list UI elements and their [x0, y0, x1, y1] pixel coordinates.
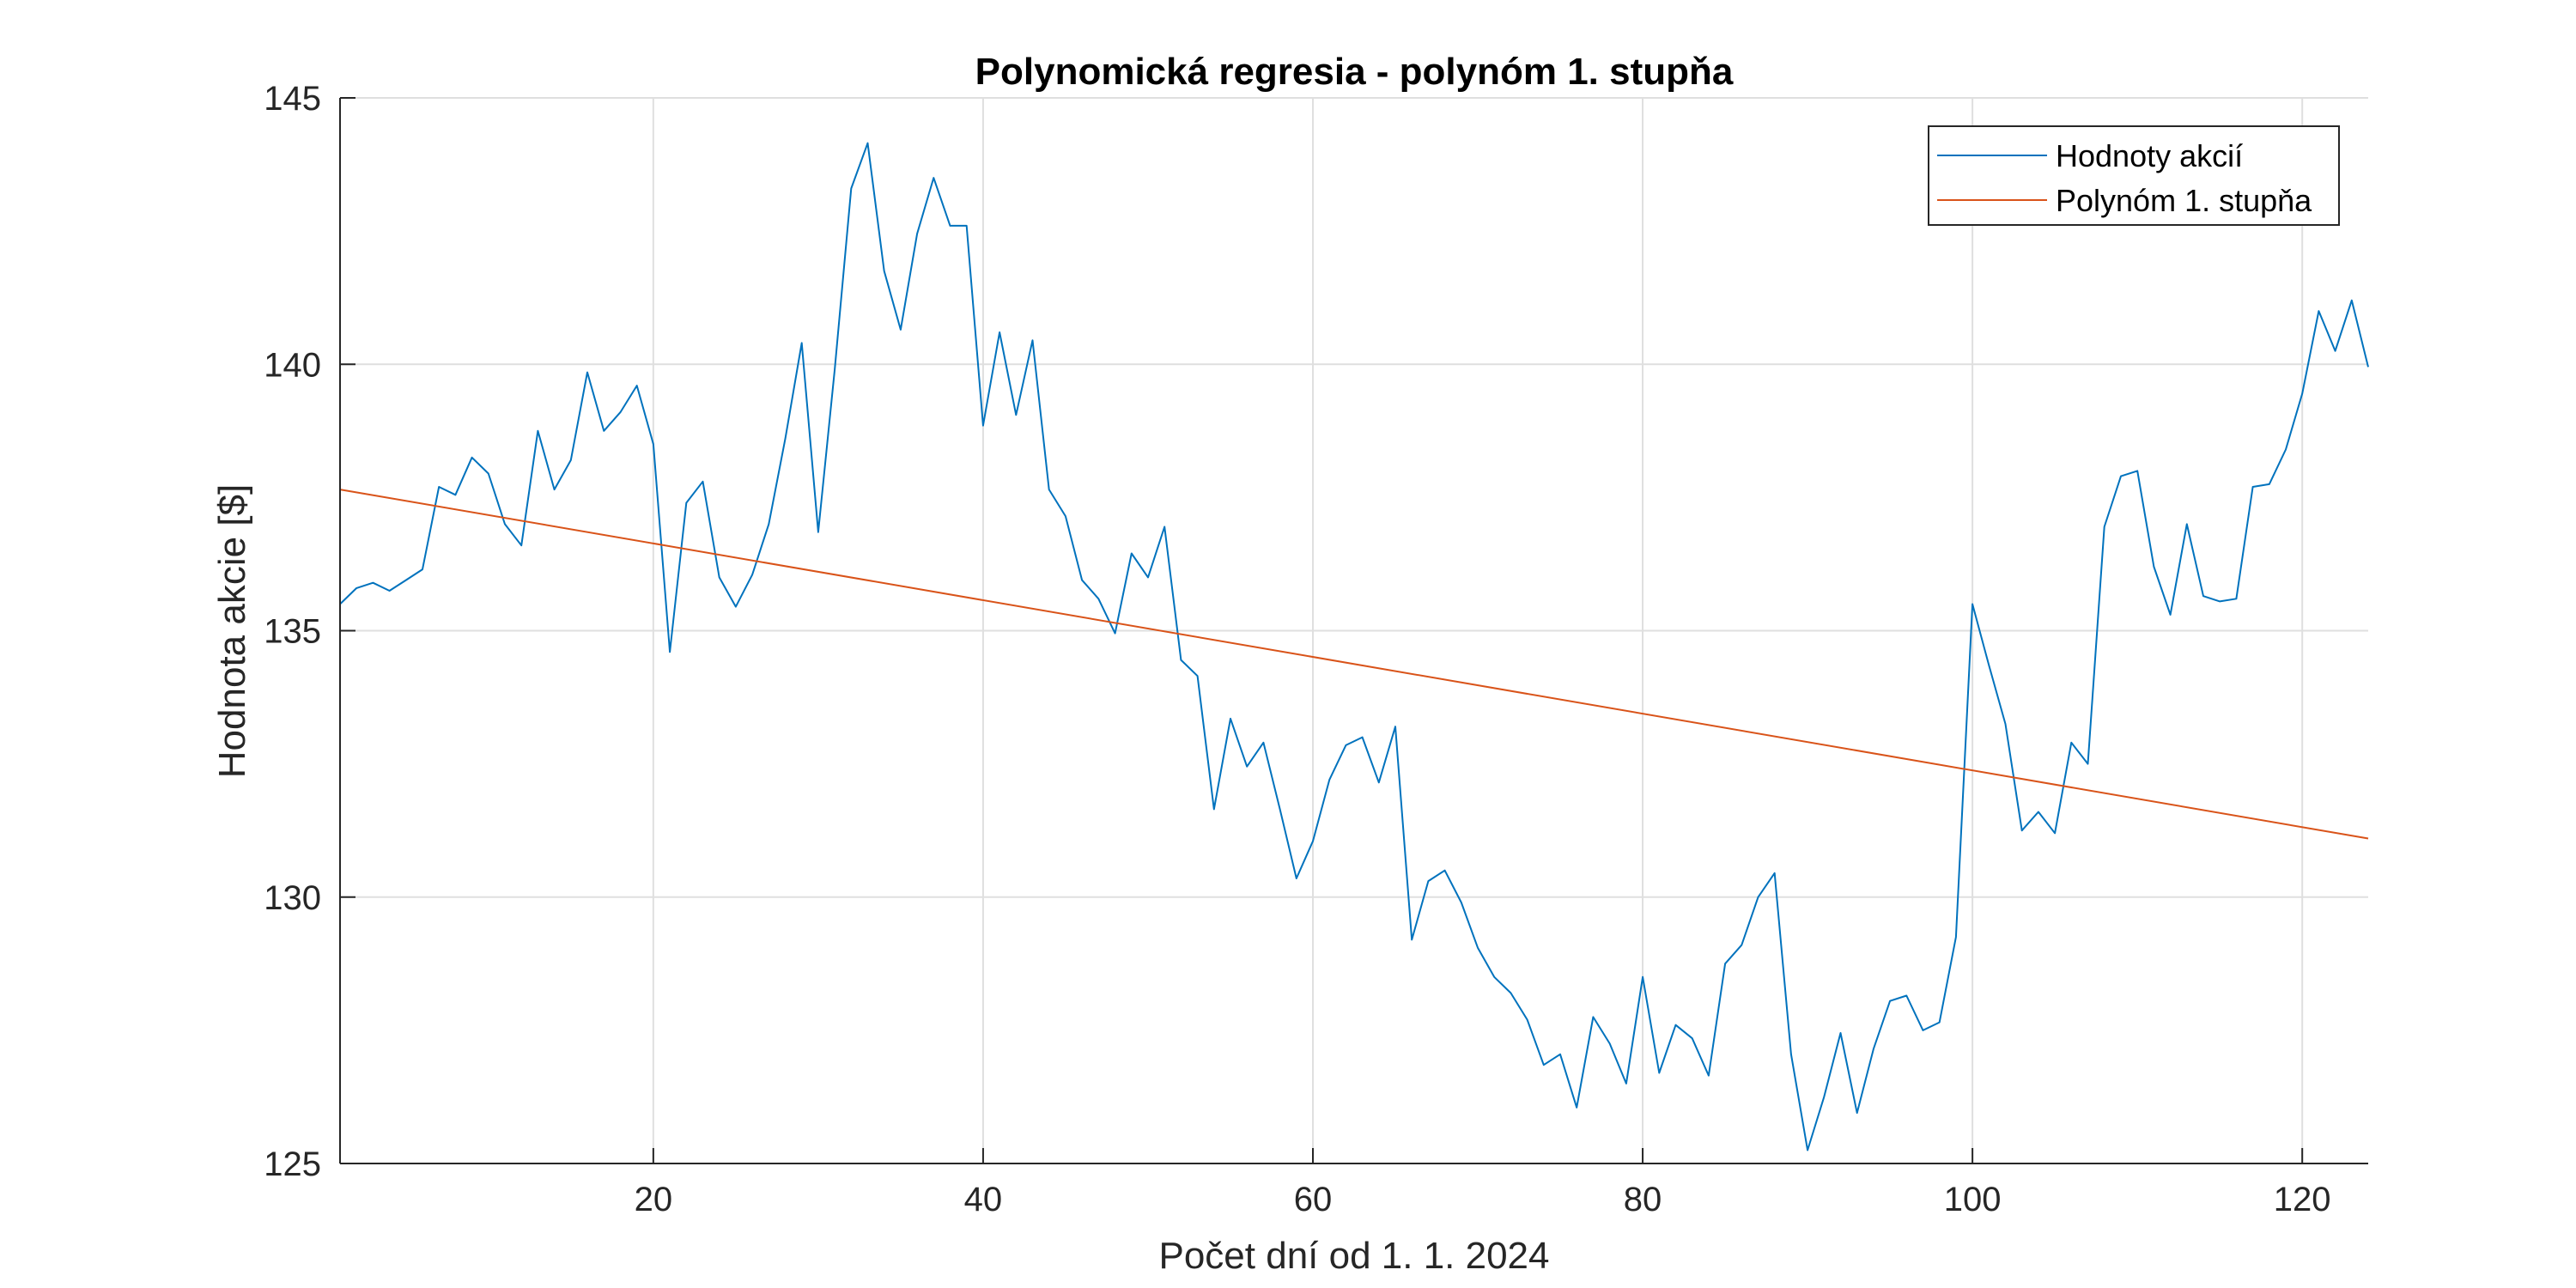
legend-label-linear-fit: Polynóm 1. stupňa — [2056, 183, 2312, 218]
series-line-stock-values — [339, 142, 2369, 1151]
tick-labels: 20 40 60 80 100 120 125 130 135 140 145 — [264, 80, 2330, 1218]
x-tick-label: 40 — [964, 1181, 1003, 1218]
series-line-linear-fit — [339, 489, 2369, 840]
x-tick-label: 60 — [1294, 1181, 1333, 1218]
x-tick-label: 100 — [1944, 1181, 2002, 1218]
x-axis-label: Počet dní od 1. 1. 2024 — [1158, 1235, 1549, 1277]
y-tick-label: 140 — [264, 346, 321, 384]
y-tick-label: 135 — [264, 613, 321, 651]
y-tick-label: 130 — [264, 879, 321, 917]
legend-box — [1928, 125, 2340, 226]
y-tick-label: 125 — [264, 1145, 321, 1183]
x-tick-label: 20 — [635, 1181, 673, 1218]
y-tick-label: 145 — [264, 80, 321, 118]
legend: Hodnoty akcií Polynóm 1. stupňa — [1928, 125, 2340, 226]
y-axis-label: Hodnota akcie [$] — [211, 484, 253, 778]
axes — [339, 97, 2368, 1164]
x-tick-label: 80 — [1624, 1181, 1662, 1218]
x-tick-label: 120 — [2274, 1181, 2331, 1218]
chart-title: Polynomická regresia - polynóm 1. stupňa — [975, 51, 1734, 93]
legend-label-stock-values: Hodnoty akcií — [2056, 138, 2243, 173]
series-layer — [339, 142, 2369, 1151]
